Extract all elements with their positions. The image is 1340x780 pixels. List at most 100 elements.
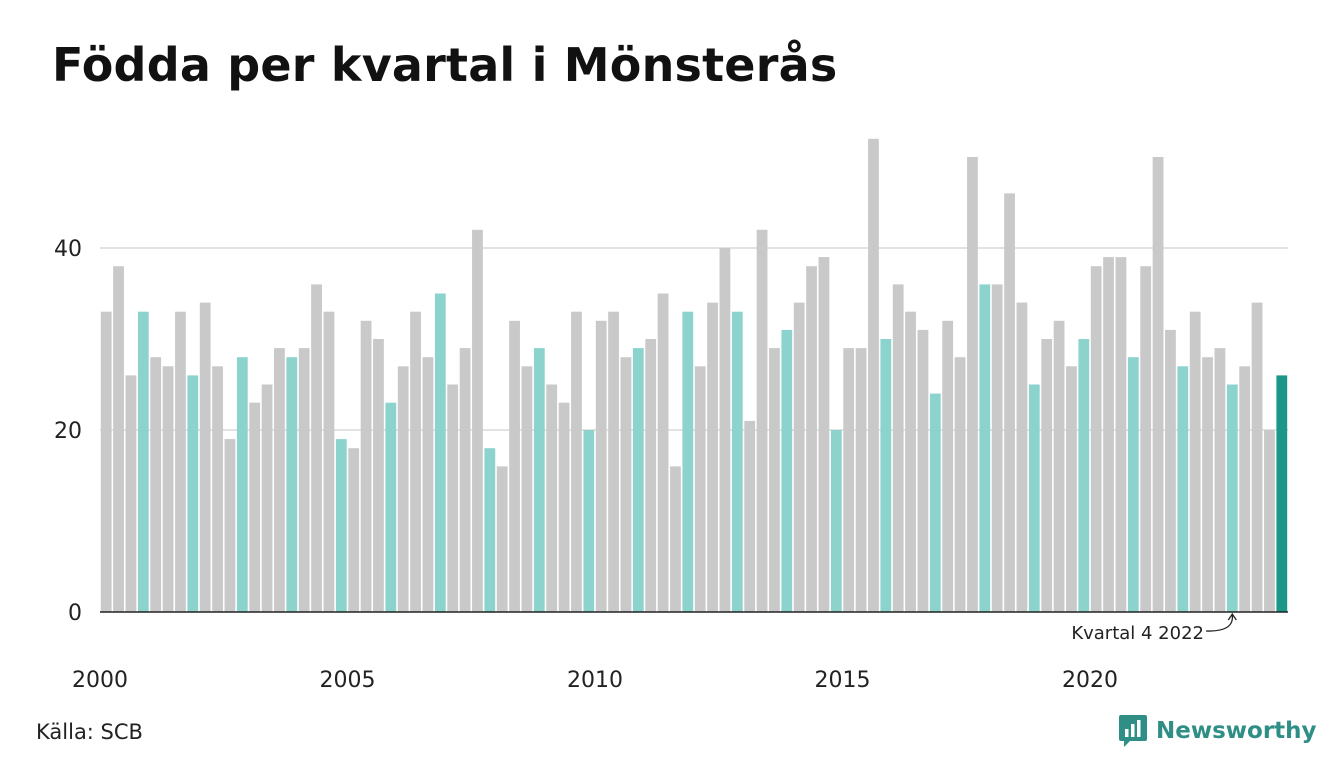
bar xyxy=(1028,384,1040,612)
bar xyxy=(137,311,149,612)
bar xyxy=(979,284,991,612)
bar xyxy=(645,339,657,612)
bar xyxy=(447,384,459,612)
y-tick-label: 20 xyxy=(54,419,82,444)
bar xyxy=(496,466,508,612)
brand-name: Newsworthy xyxy=(1156,718,1317,744)
bar xyxy=(286,357,298,612)
bar xyxy=(385,402,397,612)
bar xyxy=(583,430,595,612)
bar xyxy=(608,311,619,612)
bar xyxy=(719,248,731,612)
bar xyxy=(657,293,669,612)
bar xyxy=(793,302,805,612)
bar xyxy=(1189,311,1201,612)
bar xyxy=(187,375,199,612)
bars xyxy=(100,138,1288,613)
bar xyxy=(459,348,471,612)
bar xyxy=(113,266,124,612)
bar xyxy=(707,302,718,612)
bar xyxy=(595,320,607,612)
bar xyxy=(1066,366,1077,612)
bar xyxy=(1251,302,1263,612)
bar xyxy=(632,348,644,612)
bar xyxy=(1214,348,1226,612)
bar xyxy=(397,366,409,612)
bar xyxy=(261,384,273,612)
bar xyxy=(249,402,261,612)
bar xyxy=(1053,320,1065,612)
bar xyxy=(212,366,223,612)
x-tick-label: 2020 xyxy=(1062,668,1118,693)
bar xyxy=(769,348,780,612)
bar xyxy=(917,329,929,612)
bar xyxy=(892,284,904,612)
bar xyxy=(323,311,335,612)
bar xyxy=(162,366,174,612)
bar xyxy=(991,284,1003,612)
bar xyxy=(1103,257,1114,612)
bar xyxy=(373,339,384,612)
bar xyxy=(360,320,372,612)
bar xyxy=(1090,266,1102,612)
bar xyxy=(533,348,545,612)
bar xyxy=(472,229,483,613)
bar xyxy=(1004,193,1015,612)
bar xyxy=(756,229,768,613)
bar xyxy=(1016,302,1028,612)
bar xyxy=(806,266,817,612)
bar xyxy=(1152,157,1164,612)
axes: 0 20 40 2000 2005 2010 2015 2020 xyxy=(54,237,1288,693)
bar-chart-logo-icon xyxy=(1119,715,1147,747)
bar xyxy=(1202,357,1213,612)
bar xyxy=(1115,257,1127,612)
bar xyxy=(509,320,520,612)
bar xyxy=(967,157,978,612)
bar xyxy=(744,420,756,612)
bar xyxy=(298,348,310,612)
bar xyxy=(818,257,830,612)
bar xyxy=(1078,339,1090,612)
y-tick-label: 40 xyxy=(54,237,82,262)
gridlines xyxy=(100,247,1288,431)
bar xyxy=(1127,357,1139,612)
bar xyxy=(521,366,533,612)
bar xyxy=(335,439,347,612)
bar xyxy=(942,320,954,612)
bar xyxy=(682,311,694,612)
bar xyxy=(954,357,966,612)
bar xyxy=(1041,339,1053,612)
bar xyxy=(620,357,632,612)
bar xyxy=(880,339,892,612)
bar xyxy=(410,311,421,612)
bar xyxy=(571,311,582,612)
source-note: Källa: SCB xyxy=(36,720,143,744)
bar xyxy=(1239,366,1251,612)
annotation: Kvartal 4 2022 xyxy=(1071,612,1237,644)
bar xyxy=(1177,366,1189,612)
bar xyxy=(434,293,446,612)
chart-title: Födda per kvartal i Mönsterås xyxy=(52,38,838,92)
bar xyxy=(125,375,137,612)
bar xyxy=(905,311,916,612)
bar xyxy=(175,311,186,612)
y-tick-label: 0 xyxy=(68,601,82,626)
bar xyxy=(274,348,285,612)
bar xyxy=(199,302,211,612)
bar xyxy=(731,311,743,612)
x-tick-label: 2000 xyxy=(72,668,128,693)
bar xyxy=(484,448,496,612)
bar xyxy=(1140,266,1152,612)
brand-logo: Newsworthy xyxy=(1118,714,1317,748)
bar xyxy=(236,357,248,612)
bar xyxy=(100,311,112,612)
bar xyxy=(546,384,558,612)
x-tick-label: 2005 xyxy=(320,668,376,693)
bar xyxy=(929,393,941,612)
x-tick-label: 2010 xyxy=(567,668,623,693)
bar xyxy=(830,430,842,612)
bar xyxy=(1226,384,1238,612)
annotation-arrow xyxy=(1205,612,1237,632)
bar xyxy=(855,348,867,612)
